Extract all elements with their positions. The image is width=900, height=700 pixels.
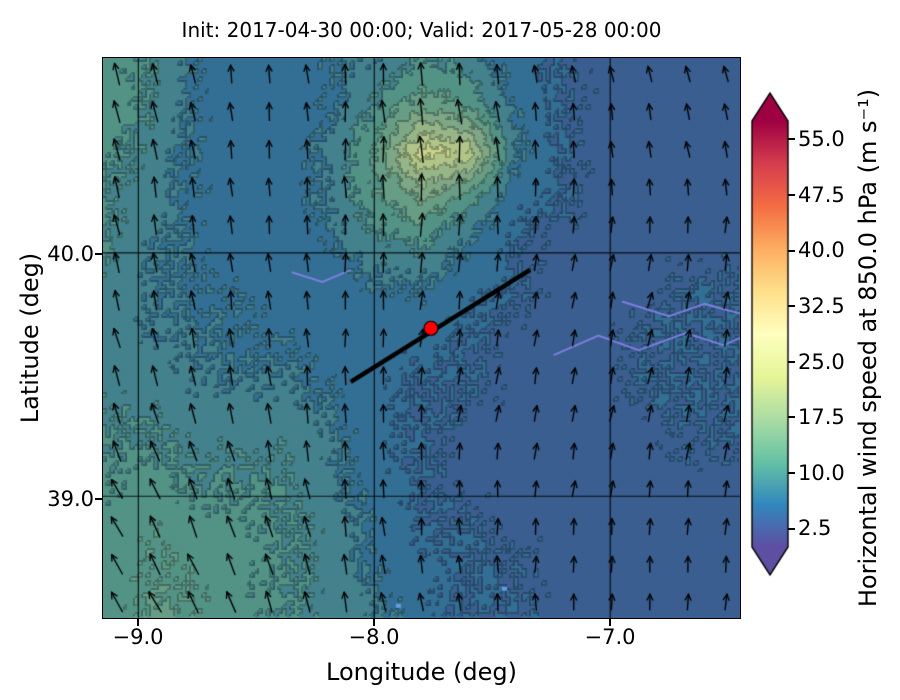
x-tick-label: −8.0 xyxy=(348,625,400,649)
colorbar-tick-label: 55.0 xyxy=(798,127,845,151)
x-tick-label: −9.0 xyxy=(112,625,164,649)
colorbar-tick-mark xyxy=(788,416,795,418)
x-tick-label: −7.0 xyxy=(584,625,636,649)
colorbar-tick-mark xyxy=(788,305,795,307)
colorbar-tick-mark xyxy=(788,138,795,140)
colorbar-tick-label: 32.5 xyxy=(798,294,845,318)
colorbar-tick-label: 40.0 xyxy=(798,238,845,262)
colorbar-canvas xyxy=(750,85,794,585)
colorbar-tick-mark xyxy=(788,194,795,196)
colorbar-tick-label: 10.0 xyxy=(798,461,845,485)
x-tick-mark xyxy=(609,619,611,626)
colorbar-tick-label: 47.5 xyxy=(798,183,845,207)
colorbar-tick-mark xyxy=(788,250,795,252)
x-tick-mark xyxy=(137,619,139,626)
y-tick-label: 40.0 xyxy=(47,242,94,266)
colorbar-tick-mark xyxy=(788,361,795,363)
map-plot xyxy=(102,57,741,619)
x-axis-label: Longitude (deg) xyxy=(326,658,517,686)
plot-title: Init: 2017-04-30 00:00; Valid: 2017-05-2… xyxy=(181,18,662,42)
colorbar-tick-label: 2.5 xyxy=(798,516,832,540)
y-axis-label: Latitude (deg) xyxy=(16,252,44,424)
y-tick-mark xyxy=(95,498,103,500)
colorbar-tick-mark xyxy=(788,472,795,474)
colorbar-label: Horizontal wind speed at 850.0 hPa (m s⁻… xyxy=(854,88,882,608)
y-tick-label: 39.0 xyxy=(47,487,94,511)
map-canvas xyxy=(102,57,741,619)
colorbar-tick-label: 25.0 xyxy=(798,350,845,374)
colorbar-tick-mark xyxy=(788,528,795,530)
colorbar-tick-label: 17.5 xyxy=(798,405,845,429)
x-tick-mark xyxy=(373,619,375,626)
y-tick-mark xyxy=(95,253,103,255)
